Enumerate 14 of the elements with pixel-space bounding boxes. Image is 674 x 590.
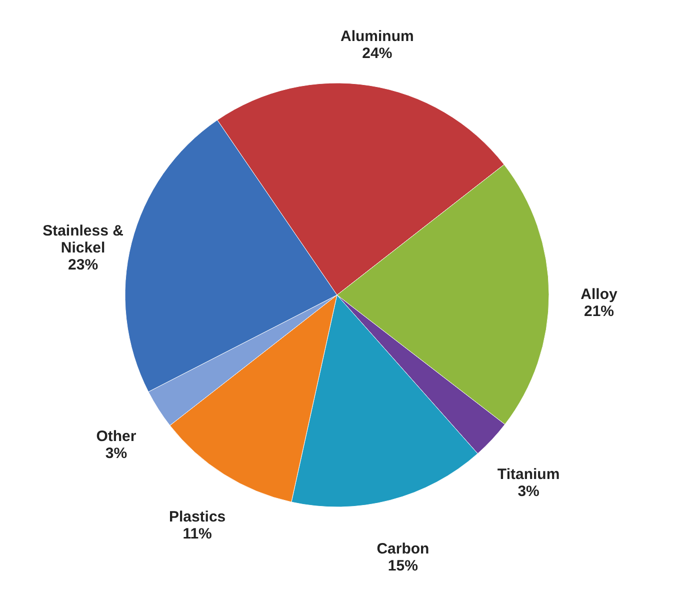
slice-label: Stainless & Nickel — [42, 222, 124, 257]
slice-label: Titanium — [497, 466, 560, 483]
data-label: 15% — [388, 558, 418, 575]
data-label: 11% — [182, 526, 212, 543]
data-label: 23% — [68, 256, 98, 274]
slice-label: Other — [96, 428, 136, 446]
data-label: 24% — [362, 45, 392, 62]
slice-label: Carbon — [376, 540, 430, 558]
slice-label: Plastics — [168, 508, 226, 526]
slice-label: Aluminum — [340, 28, 414, 46]
data-label: 3% — [105, 445, 128, 462]
data-label: 3% — [518, 482, 540, 500]
slice-label: Alloy — [580, 286, 618, 304]
data-label: 21% — [584, 303, 614, 320]
